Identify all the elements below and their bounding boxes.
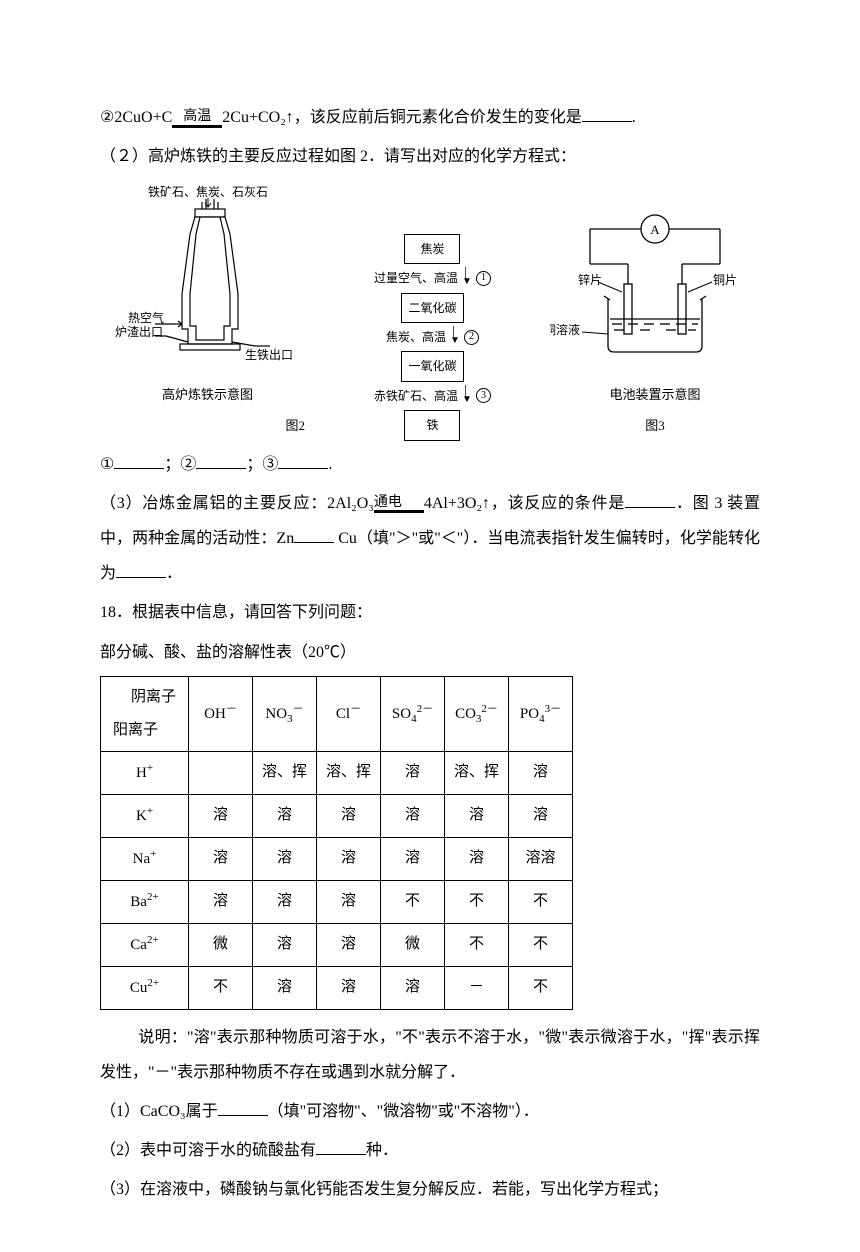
sub1-a: （1）CaCO₃属于 [100,1103,218,1120]
row-cu: Cu2+ [101,966,189,1009]
fig2-caption: 高炉炼铁示意图 [162,381,253,410]
fill-p3: ；③ [246,456,278,473]
flow-box-3: 一氧化碳 [401,351,463,381]
blank-3[interactable] [278,451,328,469]
row-k: K+ [101,794,189,837]
row-na: Na+ [101,837,189,880]
down-arrow-icon: │▼ [462,270,472,286]
fill-p1: ① [100,456,114,473]
flow-step3-label: 赤铁矿石、高温 [374,383,458,409]
col-so4: SO42－ [381,676,445,751]
part3-cond-arrow: 通电 [374,495,424,513]
q18-sub3: （3）在溶液中，磷酸钠与氯化钙能否发生复分解反应．若能，写出化学方程式； [100,1172,760,1207]
row-h: H+ [101,751,189,794]
q17-eq2-line: ②2CuO+C高温2Cu+CO₂↑，该反应前后铜元素化合价发生的变化是. [100,100,760,135]
fig2-hot-air: 热空气 [128,310,164,325]
col-cl: Cl－ [317,676,381,751]
blank-sub1[interactable] [218,1098,268,1116]
part3-cond-text: 通电 [374,495,424,512]
col-po4: PO43－ [509,676,573,751]
flow-step-1-num: 1 [476,271,491,286]
furnace-svg: 铁矿石、焦炭、石灰石 热空气 炉渣出口 生铁出口 [100,184,315,379]
eq2-end: . [632,109,636,126]
flow-box-1: 焦炭 [404,234,460,264]
part3-a: （3）冶炼金属铝的主要反应：2Al₂O₃ [100,495,374,512]
eq2-suffix: 2Cu+CO₂↑，该反应前后铜元素化合价发生的变化是 [222,109,582,126]
table-header-row: 阴离子 阳离子 OH－ NO3－ Cl－ SO42－ CO32－ PO43－ [101,676,573,751]
anion-label: 阴离子 [109,681,180,714]
fill-p2: ；② [164,456,196,473]
figures-row: 铁矿石、焦炭、石灰石 热空气 炉渣出口 生铁出口 高炉炼铁示意图 图2 焦炭 过… [100,184,760,440]
col-co3: CO32－ [445,676,509,751]
fig2-label: 图2 [285,412,305,441]
q17-part2: （２）高炉炼铁的主要反应过程如图 2．请写出对应的化学方程式： [100,139,760,174]
blank-zn-cu[interactable] [294,525,334,543]
fig3-zn-label: 锌片 [578,273,602,287]
table-row: Ca2+微溶溶微不不 [101,923,573,966]
col-oh: OH－ [189,676,253,751]
fig2-top-label: 铁矿石、焦炭、石灰石 [148,185,268,199]
solubility-table: 阴离子 阳离子 OH－ NO3－ Cl－ SO42－ CO32－ PO43－ H… [100,676,573,1010]
q18-subtitle: 部分碱、酸、盐的溶解性表（20℃） [100,635,760,670]
q18-explain: 说明："溶"表示那种物质可溶于水，"不"表示不溶于水，"微"表示微溶于水，"挥"… [100,1020,760,1090]
fill-p4: . [328,456,332,473]
fig3-battery: A [550,204,760,440]
blank-energy[interactable] [116,560,166,578]
sub2-a: （2）表中可溶于水的硫酸盐有 [100,1142,316,1159]
q18-sub1: （1）CaCO₃属于 （填"可溶物"、"微溶物"或"不溶物"）． [100,1094,760,1129]
sub1-b: （填"可溶物"、"微溶物"或"不溶物"）． [268,1103,539,1120]
eq2-cond-arrow: 高温 [172,109,222,127]
fig3-label: 图3 [645,412,665,441]
table-row: Cu2+不溶溶溶－不 [101,966,573,1009]
table-row: Na+溶溶溶溶溶溶溶 [101,837,573,880]
q17-part3: （3）冶炼金属铝的主要反应：2Al₂O₃通电4Al+3O₂↑，该反应的条件是．图… [100,486,760,592]
flow-box-2: 二氧化碳 [401,293,463,323]
cation-label: 阳离子 [109,714,180,747]
sub2-b: 种． [366,1142,398,1159]
row-ca: Ca2+ [101,923,189,966]
fig2-furnace: 铁矿石、焦炭、石灰石 热空气 炉渣出口 生铁出口 高炉炼铁示意图 图2 [100,184,315,440]
down-arrow-icon: │▼ [450,329,460,345]
fig3-cu-label: 铜片 [713,272,737,287]
down-arrow-icon: │▼ [462,388,472,404]
table-row: H+溶、挥溶、挥溶溶、挥溶 [101,751,573,794]
fig2-slag-out: 炉渣出口 [115,325,163,339]
q17-fill-line: ① ；② ；③. [100,447,760,482]
part3-e: ． [166,565,182,582]
fig3-caption: 电池装置示意图 [609,381,700,410]
blank-sub2[interactable] [316,1137,366,1155]
table-row: Ba2+溶溶溶不不不 [101,880,573,923]
blank-cond[interactable] [625,490,675,508]
flow-step1-label: 过量空气、高温 [374,265,458,291]
eq2-blank[interactable] [582,104,632,122]
flow-step-2-num: 2 [464,330,479,345]
fig3-sol-label: 硫酸铜溶液 [550,322,580,337]
flow-box-4: 铁 [404,410,460,440]
battery-svg: A [550,204,760,379]
blank-2[interactable] [196,451,246,469]
row-ba: Ba2+ [101,880,189,923]
q18-intro: 18．根据表中信息，请回答下列问题： [100,595,760,630]
flow-step-3-num: 3 [476,388,491,403]
flow-diagram: 焦炭 过量空气、高温 │▼ 1 二氧化碳 焦炭、高温 │▼ 2 一氧化碳 赤铁矿… [333,234,533,441]
part3-b: 4Al+3O₂↑，该反应的条件是 [424,495,625,512]
table-row: K+溶溶溶溶溶溶 [101,794,573,837]
fig2-iron-out: 生铁出口 [245,348,293,362]
flow-step2-label: 焦炭、高温 [386,324,446,350]
col-no3: NO3－ [253,676,317,751]
table-head-ions: 阴离子 阳离子 [101,676,189,751]
eq2-prefix: ②2CuO+C [100,109,172,126]
eq2-cond-text: 高温 [172,109,222,126]
svg-text:A: A [650,222,660,237]
blank-1[interactable] [114,451,164,469]
q18-sub2: （2）表中可溶于水的硫酸盐有 种． [100,1133,760,1168]
